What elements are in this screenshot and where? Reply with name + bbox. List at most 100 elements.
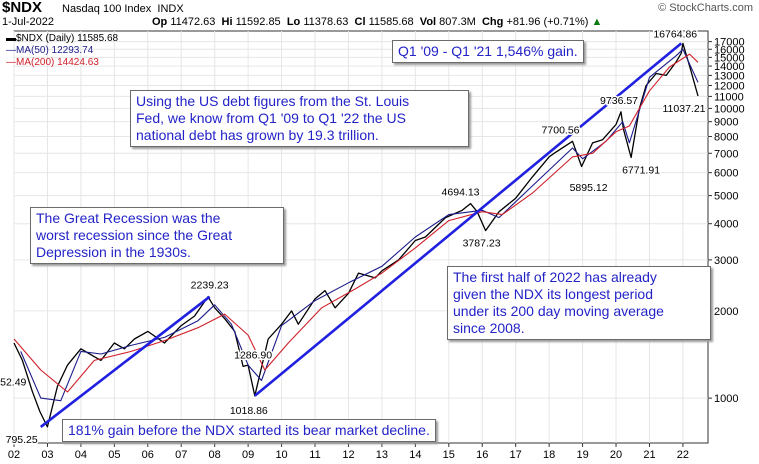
vol-value: 807.3M [439,16,476,28]
y-tick-label: 15000 [714,52,745,64]
x-tick-label: 05 [108,449,120,461]
data-label: 4694.13 [442,187,480,199]
x-tick-label: 11 [309,449,320,461]
x-tick-label: 19 [576,449,588,461]
data-label: 795.25 [6,434,38,446]
x-tick-label: 20 [610,449,622,461]
low-label: Lo [286,16,301,28]
data-label: 11037.21 [662,103,705,115]
y-tick-label: 12000 [714,80,745,92]
legend-ma200: —MA(200) 14424.63 [6,57,99,68]
open-value: 11472.63 [170,16,216,28]
data-labels: 1052.49 795.25 2239.23 1286.90 1018.86 4694.1… [0,27,707,448]
data-label: 6771.91 [622,164,660,176]
exchange-code: INDX [157,3,184,15]
legend-ma50: —MA(50) 12293.74 [6,45,94,56]
legend-swatch-price: ▬ [6,33,16,44]
ticker-symbol: $NDX [2,0,43,16]
annotation-debt: Using the US debt figures from the St. L… [130,90,469,147]
source-credit: © StockCharts.com [658,2,753,14]
vol-label: Vol [419,16,437,28]
x-tick-label: 04 [75,449,87,461]
quote-date: 1-Jul-2022 [2,16,54,28]
annotation-recession-line-3: Depression in the 1930s. [36,244,191,260]
legend-price-label: $NDX (Daily) 11585.68 [16,33,119,44]
x-tick-label: 14 [409,449,421,461]
x-tick-label: 15 [443,449,455,461]
high-value: 11592.85 [235,16,281,28]
close-value: 11585.68 [368,16,414,28]
annotation-debt-line-1: Using the US debt figures from the St. L… [136,93,410,109]
data-label: 3787.23 [463,238,501,250]
x-tick-label: 07 [175,449,187,461]
annotation-first-half-2022: The first half of 2022 has already given… [447,266,711,340]
x-tick-label: 02 [8,449,20,461]
annotation-gain-02-07-text: 181% gain before the NDX started its bea… [68,422,430,438]
series-lines [13,42,699,428]
high-label: Hi [221,16,233,28]
y-tick-label: 10000 [714,103,745,115]
x-tick-label: 06 [142,449,154,461]
index-title: Nasdaq 100 Index [62,3,152,15]
annotation-recession-line-1: The Great Recession was the [36,210,221,226]
y-tick-label: 11000 [714,91,744,103]
x-axis: 02 03 04 05 06 07 08 09 10 11 12 13 14 15 16 17 18 19 20 21… [8,443,689,461]
y-axis: 1000 2000 3000 4000 5000 6000 7000 8000 9000 1000… [708,37,745,405]
annotation-gain-09-21-text: Q1 '09 - Q1 '21 1,546% gain. [398,43,578,59]
y-tick-label: 1000 [714,393,738,405]
up-arrow-icon: ▲ [591,16,603,28]
data-label: 5895.12 [570,182,608,194]
x-tick-label: 12 [342,449,354,461]
y-tick-label: 14000 [714,61,745,73]
trendline [253,42,683,397]
y-tick-label: 13000 [714,70,745,82]
chg-label: Chg [481,16,504,28]
y-tick-label: 17000 [714,37,745,49]
annotation-debt-line-2: Fed, we know from Q1 '09 to Q1 '22 the U… [136,110,406,126]
x-tick-label: 08 [209,449,221,461]
annotation-gain-02-07: 181% gain before the NDX started its bea… [62,419,436,442]
y-tick-label: 2000 [714,306,738,318]
annotation-half-line-1: The first half of 2022 has already [453,269,657,285]
x-tick-label: 13 [376,449,388,461]
annotation-half-line-2: given the NDX its longest period [453,286,653,302]
y-tick-label: 3000 [714,255,738,267]
annotation-half-line-4: since 2008. [453,320,525,336]
y-tick-label: 8000 [714,131,738,143]
annotation-recession-line-2: worst recession since the Great [36,227,233,243]
annotation-recession: The Great Recession was the worst recess… [30,207,284,264]
chart-legend: ▬$NDX (Daily) 11585.68 —MA(50) 12293.74 … [6,33,118,69]
ohlc-readout: Op 11472.63 Hi 11592.85 Lo 11378.63 Cl 1… [152,16,602,28]
data-label: 1018.86 [230,405,268,417]
chg-value: +81.96 (+0.71%) [506,16,589,28]
y-tick-label: 4000 [714,219,738,231]
x-tick-label: 10 [275,449,287,461]
ma50-line [20,48,699,402]
data-label: 1052.49 [0,377,27,389]
y-tick-label: 6000 [714,168,738,180]
chart-header: $NDX Nasdaq 100 Index INDX © StockCharts… [0,0,759,30]
x-tick-label: 17 [510,449,522,461]
y-tick-label: 16000 [714,44,745,56]
trendline [39,295,211,428]
x-tick-label: 18 [543,449,555,461]
y-tick-label: 7000 [714,148,738,160]
x-tick-label: 22 [677,449,689,461]
annotation-gain-09-21: Q1 '09 - Q1 '21 1,546% gain. [392,40,584,63]
legend-price: ▬$NDX (Daily) 11585.68 [6,33,118,45]
ndx-price-line [13,42,699,428]
annotation-half-line-3: under its 200 day moving average [453,303,664,319]
x-tick-label: 09 [242,449,254,461]
y-tick-label: 9000 [714,117,738,129]
close-label: Cl [354,16,366,28]
x-tick-label: 16 [476,449,488,461]
x-tick-label: 03 [41,449,53,461]
legend-ma50-label: MA(50) 12293.74 [16,45,94,56]
legend-ma200-label: MA(200) 14424.63 [16,57,99,68]
low-value: 11378.63 [303,16,349,28]
annotation-debt-line-3: national debt has grown by 19.3 trillion… [136,127,379,143]
y-tick-label: 5000 [714,191,738,203]
index-name: Nasdaq 100 Index INDX [62,3,184,15]
data-label: 1286.90 [234,349,272,361]
